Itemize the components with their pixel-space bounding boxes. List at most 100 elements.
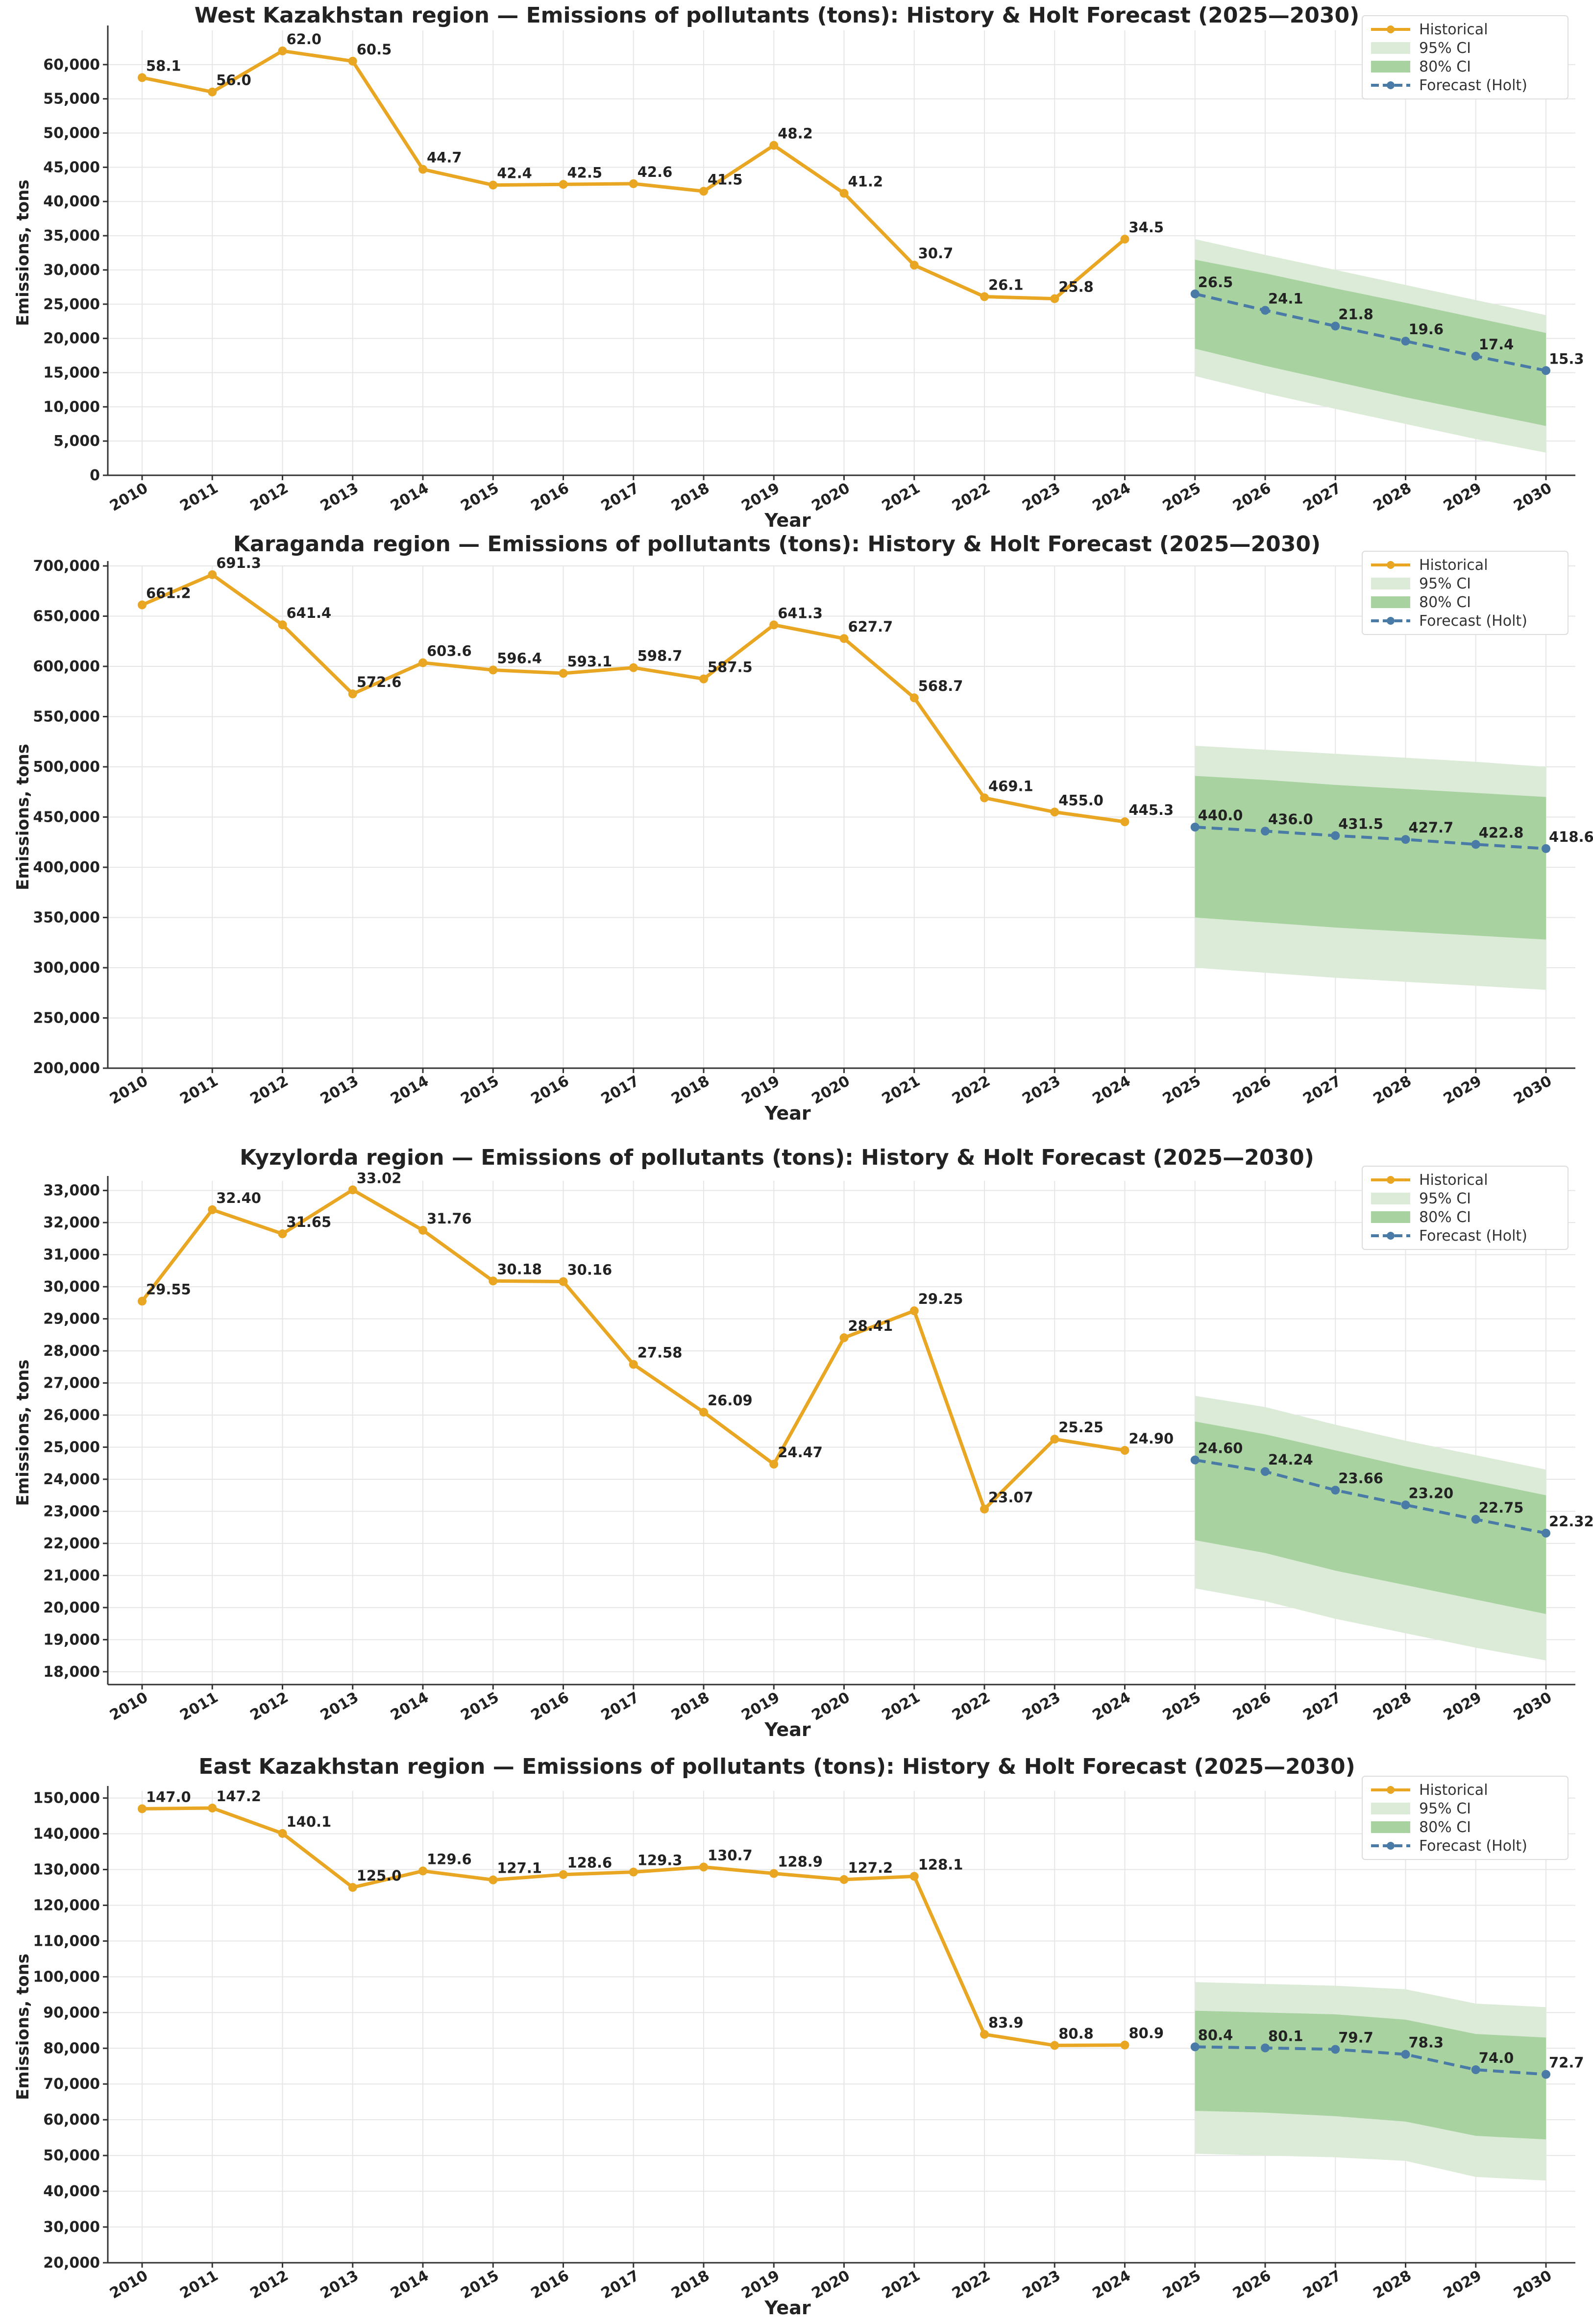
y-axis-label: Emissions, tons: [13, 744, 33, 890]
x-tick-label: 2014: [388, 1073, 432, 1108]
historical-data-label: 445.3: [1129, 802, 1174, 818]
forecast-point: [1331, 831, 1340, 840]
historical-point: [138, 73, 147, 82]
legend-ci95-swatch: [1371, 42, 1410, 54]
y-tick-label: 30,000: [43, 1278, 100, 1296]
historical-data-label: 128.9: [778, 1854, 823, 1870]
x-tick-label: 2020: [809, 1073, 853, 1108]
legend-forecast-marker: [1387, 81, 1395, 89]
x-tick-label: 2013: [318, 1689, 362, 1724]
x-tick-label: 2025: [1160, 1073, 1204, 1108]
legend-ci95-label: 95% CI: [1419, 40, 1471, 57]
historical-data-label: 23.07: [988, 1489, 1033, 1506]
historical-point: [909, 1306, 919, 1316]
y-tick-label: 33,000: [43, 1182, 100, 1199]
historical-point: [418, 165, 427, 174]
x-tick-label: 2010: [107, 1689, 151, 1724]
x-tick-label: 2013: [318, 2267, 362, 2302]
x-tick-label: 2020: [809, 1689, 853, 1724]
y-tick-label: 550,000: [33, 709, 100, 726]
legend-ci80-swatch: [1371, 61, 1410, 73]
forecast-data-label: 26.5: [1198, 274, 1233, 291]
y-axis-label: Emissions, tons: [13, 179, 33, 326]
x-tick-label: 2029: [1441, 1689, 1485, 1724]
x-tick-label: 2017: [598, 1689, 642, 1724]
historical-data-label: 48.2: [778, 125, 813, 142]
historical-data-label: 29.25: [918, 1291, 963, 1307]
x-tick-label: 2017: [598, 1073, 642, 1108]
historical-point: [559, 1277, 568, 1286]
y-tick-label: 50,000: [43, 2147, 100, 2164]
chart-panel-1: West Kazakhstan region — Emissions of po…: [13, 3, 1584, 527]
historical-data-label: 24.90: [1129, 1430, 1174, 1447]
historical-data-label: 455.0: [1058, 792, 1103, 808]
historical-data-label: 27.58: [637, 1345, 683, 1361]
historical-point: [138, 1297, 147, 1306]
x-tick-label: 2026: [1230, 2267, 1274, 2302]
chart-panel-4: East Kazakhstan region — Emissions of po…: [13, 1754, 1584, 2319]
historical-point: [1120, 1446, 1129, 1455]
forecast-point: [1261, 2043, 1270, 2053]
legend-forecast-label: Forecast (Holt): [1419, 612, 1527, 630]
x-tick-label: 2023: [1019, 1073, 1063, 1108]
historical-point: [699, 674, 708, 684]
ci80-band: [1195, 2010, 1546, 2140]
x-tick-label: 2016: [528, 2267, 572, 2302]
x-tick-label: 2013: [318, 1073, 362, 1108]
y-tick-label: 50,000: [43, 125, 100, 142]
x-tick-label: 2024: [1090, 1073, 1134, 1108]
historical-point: [559, 1870, 568, 1879]
forecast-series-line: [1195, 292, 1546, 372]
historical-point: [489, 1276, 498, 1286]
historical-data-label: 80.8: [1058, 2025, 1094, 2042]
x-tick-label: 2021: [879, 1073, 923, 1108]
y-tick-label: 20,000: [43, 330, 100, 347]
legend-historical-label: Historical: [1419, 21, 1488, 38]
legend-box: [1362, 1166, 1568, 1250]
historical-data-label: 641.4: [287, 605, 332, 621]
historical-data-label: 60.5: [357, 41, 392, 58]
legend-historical-marker: [1387, 1176, 1395, 1184]
historical-point: [769, 1460, 779, 1469]
historical-data-label: 127.1: [497, 1860, 542, 1877]
historical-point: [980, 1504, 989, 1514]
historical-data-label: 41.5: [708, 171, 743, 188]
y-tick-label: 80,000: [43, 2040, 100, 2057]
x-tick-label: 2016: [528, 1073, 572, 1108]
historical-point: [208, 1205, 217, 1214]
legend-ci80-label: 80% CI: [1419, 594, 1471, 611]
y-tick-label: 500,000: [33, 758, 100, 776]
historical-data-label: 127.2: [848, 1859, 893, 1876]
historical-point: [559, 669, 568, 678]
historical-point: [769, 141, 779, 150]
historical-data-label: 44.7: [427, 149, 462, 166]
historical-data-label: 128.1: [918, 1856, 963, 1873]
historical-point: [348, 689, 357, 699]
y-axis-label: Emissions, tons: [13, 1359, 33, 1506]
y-tick-label: 350,000: [33, 909, 100, 927]
historical-data-label: 129.3: [637, 1852, 683, 1869]
legend-box: [1362, 551, 1568, 635]
historical-data-label: 42.5: [567, 164, 603, 181]
y-tick-label: 5,000: [53, 433, 100, 450]
historical-data-label: 140.1: [287, 1813, 332, 1830]
chart-title: Kyzylorda region — Emissions of pollutan…: [240, 1145, 1314, 1170]
y-tick-label: 300,000: [33, 959, 100, 977]
y-tick-label: 130,000: [33, 1861, 100, 1879]
x-tick-label: 2018: [668, 2267, 712, 2302]
y-tick-label: 0: [90, 467, 100, 484]
historical-point: [208, 1804, 217, 1813]
legend-box: [1362, 1776, 1568, 1860]
historical-point: [348, 1185, 357, 1195]
y-tick-label: 700,000: [33, 558, 100, 575]
historical-data-label: 62.0: [287, 31, 322, 48]
y-tick-label: 18,000: [43, 1663, 100, 1681]
forecast-data-label: 21.8: [1338, 306, 1373, 322]
historical-point: [839, 1333, 849, 1343]
historical-data-label: 627.7: [848, 618, 893, 635]
historical-point: [278, 620, 287, 630]
y-tick-label: 120,000: [33, 1897, 100, 1914]
x-tick-label: 2017: [598, 480, 642, 515]
forecast-point: [1261, 1467, 1270, 1476]
